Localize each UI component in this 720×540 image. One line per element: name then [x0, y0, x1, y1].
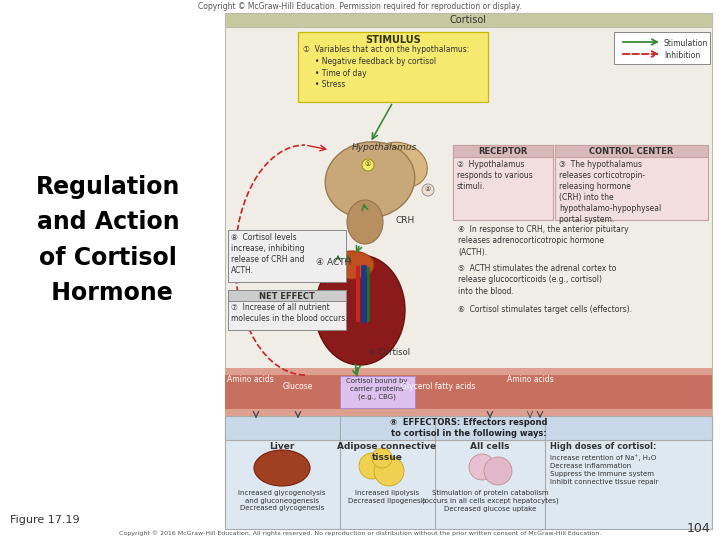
- Text: ①  Variables that act on the hypothalamus:
     • Negative feedback by cortisol
: ① Variables that act on the hypothalamus…: [303, 45, 469, 90]
- Text: ②  Hypothalamus
responds to various
stimuli.: ② Hypothalamus responds to various stimu…: [457, 160, 533, 191]
- Bar: [225, 416, 712, 440]
- Text: RECEPTOR: RECEPTOR: [478, 147, 528, 156]
- Bar: [555, 145, 708, 220]
- Bar: [228, 230, 346, 282]
- Circle shape: [374, 456, 404, 486]
- Bar: [453, 145, 553, 157]
- Bar: [298, 32, 488, 102]
- Ellipse shape: [325, 142, 415, 218]
- Text: Regulation
and Action
of Cortisol
 Hormone: Regulation and Action of Cortisol Hormon…: [36, 175, 180, 305]
- Text: CRH: CRH: [395, 216, 414, 225]
- Bar: [225, 409, 712, 416]
- Ellipse shape: [254, 450, 310, 486]
- Text: ④ ACTH: ④ ACTH: [316, 258, 351, 267]
- Text: Increased glycogenolysis
and gluconeogenesis
Decreased glycogenesis: Increased glycogenolysis and gluconeogen…: [238, 490, 325, 511]
- Text: ⑥  Cortisol stimulates target cells (effectors).: ⑥ Cortisol stimulates target cells (effe…: [458, 305, 632, 314]
- Circle shape: [469, 454, 495, 480]
- Text: Stimulation: Stimulation: [664, 39, 708, 48]
- Bar: [453, 145, 553, 220]
- Circle shape: [372, 448, 392, 468]
- Text: ⑦  Increase of all nutrient
molecules in the blood occurs.: ⑦ Increase of all nutrient molecules in …: [231, 303, 348, 323]
- Text: CONTROL CENTER: CONTROL CENTER: [589, 147, 674, 156]
- Text: Hypothalamus: Hypothalamus: [352, 143, 418, 152]
- Text: STIMULUS: STIMULUS: [365, 35, 421, 45]
- Text: ④  In response to CRH, the anterior pituitary
releases adrenocorticotropic hormo: ④ In response to CRH, the anterior pitui…: [458, 225, 629, 257]
- Bar: [228, 290, 346, 301]
- Circle shape: [422, 184, 434, 196]
- Text: 104: 104: [686, 522, 710, 535]
- Circle shape: [359, 453, 385, 479]
- Bar: [225, 368, 712, 416]
- Text: Amino acids: Amino acids: [507, 375, 554, 384]
- Text: ②: ②: [425, 186, 431, 192]
- Bar: [340, 376, 415, 408]
- Bar: [614, 32, 710, 64]
- Text: All cells: All cells: [470, 442, 510, 451]
- Text: Increased lipolysis
Decreased lipogenesis: Increased lipolysis Decreased lipogenesi…: [348, 490, 426, 503]
- Text: ③  The hypothalamus
releases corticotropin-
releasing hormone
(CRH) into the
hyp: ③ The hypothalamus releases corticotropi…: [559, 160, 661, 225]
- Bar: [555, 145, 708, 157]
- Text: Adipose connective
tissue: Adipose connective tissue: [338, 442, 436, 462]
- Text: Cortisol bound by
carrier proteins
(e.g., CBG): Cortisol bound by carrier proteins (e.g.…: [346, 378, 408, 400]
- Text: Inhibition: Inhibition: [664, 51, 701, 60]
- Circle shape: [484, 457, 512, 485]
- Text: Copyright © 2016 McGraw-Hill Education. All rights reserved. No reproduction or : Copyright © 2016 McGraw-Hill Education. …: [119, 530, 601, 536]
- Text: Figure 17.19: Figure 17.19: [10, 515, 80, 525]
- Text: ⑧  EFFECTORS: Effectors respond
to cortisol in the following ways:: ⑧ EFFECTORS: Effectors respond to cortis…: [390, 418, 547, 438]
- Circle shape: [362, 159, 374, 171]
- Text: ⑧  Cortisol levels
increase, inhibiting
release of CRH and
ACTH.: ⑧ Cortisol levels increase, inhibiting r…: [231, 233, 305, 275]
- Ellipse shape: [315, 255, 405, 365]
- Bar: [225, 368, 712, 375]
- Bar: [228, 290, 346, 330]
- Text: High doses of cortisol:: High doses of cortisol:: [550, 442, 657, 451]
- Ellipse shape: [347, 200, 383, 244]
- Ellipse shape: [373, 142, 428, 188]
- Text: NET EFFECT: NET EFFECT: [259, 292, 315, 301]
- Text: Increase retention of Na⁺, H₂O
Decrease inflammation
Suppress the immune system
: Increase retention of Na⁺, H₂O Decrease …: [550, 454, 659, 485]
- Ellipse shape: [330, 251, 374, 279]
- Text: ⑤ Cortisol: ⑤ Cortisol: [368, 348, 410, 357]
- Text: Glycerol fatty acids: Glycerol fatty acids: [401, 382, 475, 391]
- Text: Glucose: Glucose: [283, 382, 313, 391]
- Bar: [225, 13, 712, 526]
- Text: ⑤  ACTH stimulates the adrenal cortex to
release glucocorticoids (e.g., cortisol: ⑤ ACTH stimulates the adrenal cortex to …: [458, 264, 616, 296]
- Text: Stimulation of protein catabolism
(occurs in all cells except hepatocytes)
Decre: Stimulation of protein catabolism (occur…: [422, 490, 558, 511]
- Text: Liver: Liver: [269, 442, 294, 451]
- Bar: [225, 13, 712, 27]
- Text: Amino acids: Amino acids: [227, 375, 274, 384]
- Text: Cortisol: Cortisol: [450, 15, 487, 25]
- Bar: [225, 416, 712, 529]
- Text: ①: ①: [365, 161, 371, 167]
- Text: Copyright © McGraw-Hill Education. Permission required for reproduction or displ: Copyright © McGraw-Hill Education. Permi…: [198, 2, 522, 11]
